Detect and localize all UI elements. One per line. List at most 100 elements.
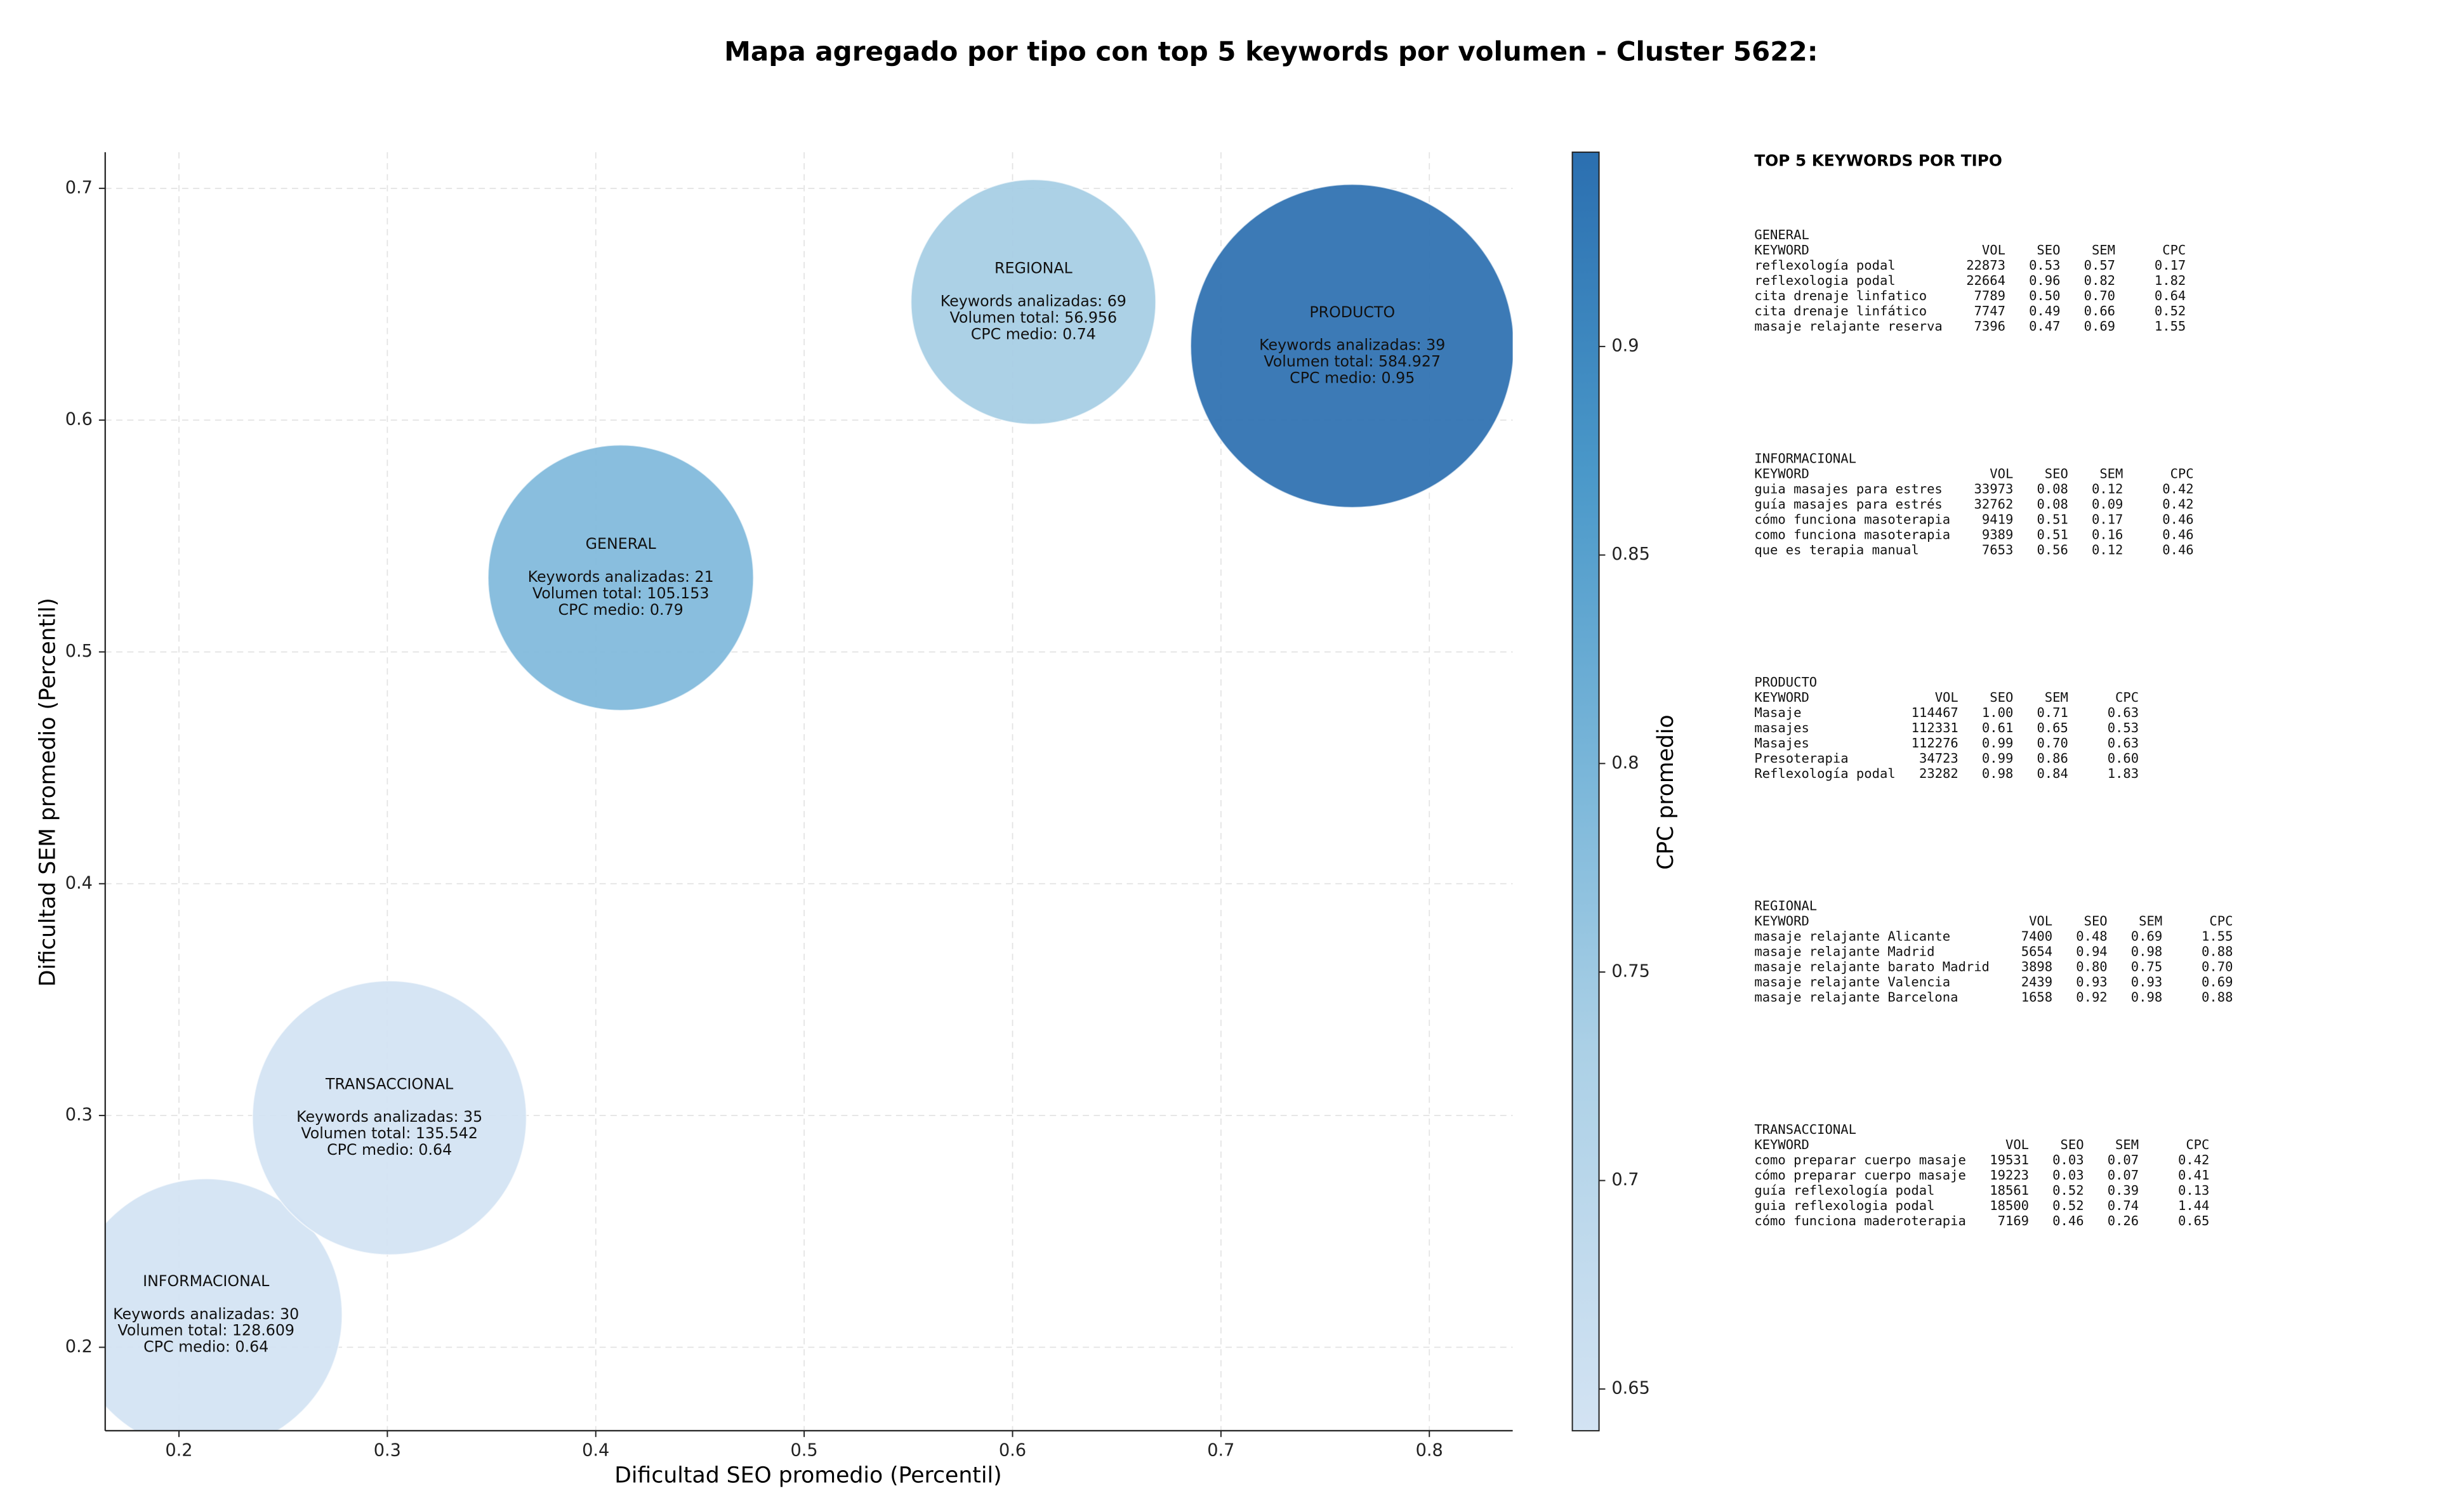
column-header: SEO [2084, 914, 2108, 929]
bubble-annotation: Volumen total: 128.609 [117, 1322, 294, 1339]
table-cell: 0.17 [2155, 258, 2186, 273]
table-cell: 0.03 [2052, 1152, 2084, 1167]
table-cell: 1.82 [2155, 273, 2186, 288]
table-cell: 0.12 [2092, 481, 2123, 496]
table-cell: 32762 [1974, 496, 2014, 511]
table-cell: 0.92 [2076, 990, 2107, 1005]
table-cell: guia masajes para estres [1754, 481, 1942, 496]
column-header: VOL [2005, 1137, 2029, 1152]
table-cell: 0.80 [2076, 959, 2107, 975]
section-title: PRODUCTO [1754, 674, 1817, 690]
table-cell: reflexologia podal [1754, 273, 1895, 288]
bubble-annotation: CPC medio: 0.95 [1290, 369, 1415, 387]
table-cell: 0.56 [2037, 542, 2068, 557]
column-header: VOL [2029, 914, 2052, 929]
table-cell: 0.42 [2162, 481, 2193, 496]
table-cell: 0.99 [1982, 735, 2013, 751]
table-cell: 0.42 [2178, 1152, 2209, 1167]
y-tick-label: 0.4 [65, 873, 93, 893]
table-cell: 0.42 [2162, 496, 2193, 511]
bubble [1190, 183, 1513, 508]
table-cell: 0.65 [2178, 1213, 2209, 1228]
column-header: KEYWORD [1754, 914, 1809, 929]
bubble-annotation: Keywords analizadas: 35 [296, 1108, 482, 1126]
table-cell: guia reflexologia podal [1754, 1198, 1934, 1213]
table-cell: 0.66 [2084, 303, 2115, 319]
table-cell: 0.94 [2076, 944, 2107, 959]
colorbar-label: CPC promedio [1653, 714, 1679, 870]
table-cell: masaje relajante Alicante [1754, 929, 1950, 944]
colorbar-tick-label: 0.85 [1611, 544, 1650, 564]
table-cell: 0.70 [2202, 959, 2233, 975]
colorbar-tick-label: 0.9 [1611, 336, 1639, 356]
colorbar-tick-label: 0.75 [1611, 961, 1650, 981]
table-cell: 0.88 [2202, 944, 2233, 959]
column-header: CPC [2162, 242, 2186, 258]
x-tick-label: 0.3 [374, 1441, 401, 1461]
bubble-annotation: Volumen total: 135.542 [301, 1124, 478, 1142]
table-cell: 34723 [1919, 751, 1958, 766]
table-cell: 0.16 [2092, 527, 2123, 542]
x-tick-label: 0.4 [582, 1441, 609, 1461]
table-cell: 0.51 [2037, 511, 2068, 527]
bubble-annotation: Volumen total: 584.927 [1264, 353, 1441, 371]
table-cell: 7747 [1974, 303, 2005, 319]
table-cell: 0.93 [2076, 975, 2107, 990]
table-cell: 0.57 [2084, 258, 2115, 273]
table-cell: 0.17 [2092, 511, 2123, 527]
y-tick-label: 0.2 [65, 1337, 93, 1357]
bubble-annotation: Volumen total: 56.956 [950, 308, 1118, 326]
table-cell: 0.46 [2162, 511, 2193, 527]
table-cell: masaje relajante reserva [1754, 319, 1942, 334]
bubble-annotation: Keywords analizadas: 21 [528, 568, 714, 586]
table-cell: 0.26 [2108, 1213, 2139, 1228]
table-cell: 0.61 [1982, 720, 2013, 735]
bubble-annotation: CPC medio: 0.74 [971, 325, 1096, 343]
table-cell: 0.63 [2108, 735, 2139, 751]
table-cell: masaje relajante Valencia [1754, 975, 1950, 990]
x-tick-label: 0.5 [790, 1441, 817, 1461]
table-cell: que es terapia manual [1754, 542, 1919, 557]
column-header: VOL [1990, 466, 2013, 481]
table-cell: 0.69 [2131, 929, 2162, 944]
bubble-annotation: Keywords analizadas: 39 [1259, 336, 1445, 354]
colorbar-tick-label: 0.65 [1611, 1379, 1650, 1398]
table-cell: 0.07 [2108, 1167, 2139, 1183]
table-cell: 0.99 [1982, 751, 2013, 766]
bubble-annotation: CPC medio: 0.64 [327, 1141, 452, 1159]
table-cell: 0.52 [2155, 303, 2186, 319]
table-cell: 1.44 [2178, 1198, 2209, 1213]
table-cell: 0.98 [2131, 990, 2162, 1005]
table-cell: 0.13 [2178, 1183, 2209, 1198]
table-cell: Reflexología podal [1754, 766, 1895, 781]
table-cell: 0.60 [2108, 751, 2139, 766]
column-header: SEO [2037, 242, 2060, 258]
table-cell: 0.39 [2108, 1183, 2139, 1198]
table-cell: 0.74 [2108, 1198, 2139, 1213]
table-cell: 0.09 [2092, 496, 2123, 511]
column-header: VOL [1935, 690, 1958, 705]
colorbar-tick-label: 0.8 [1611, 753, 1639, 773]
bubble [910, 178, 1157, 425]
section-title: REGIONAL [1754, 898, 1817, 914]
column-header: CPC [2186, 1137, 2209, 1152]
table-cell: 7396 [1974, 319, 2005, 334]
table-cell: 0.70 [2084, 288, 2115, 303]
x-tick-label: 0.2 [165, 1441, 192, 1461]
table-cell: 1.55 [2202, 929, 2233, 944]
bubble-annotation: CPC medio: 0.79 [558, 601, 684, 619]
bubble-label: REGIONAL [994, 259, 1073, 277]
table-cell: 0.41 [2178, 1167, 2209, 1183]
y-axis-label: Dificultad SEM promedio (Percentil) [36, 598, 61, 987]
table-cell: 112331 [1912, 720, 1958, 735]
table-cell: masaje relajante Madrid [1754, 944, 1934, 959]
column-header: SEO [2061, 1137, 2084, 1152]
bubble-label: TRANSACCIONAL [325, 1075, 454, 1093]
table-cell: 0.65 [2037, 720, 2068, 735]
table-cell: 0.47 [2029, 319, 2060, 334]
table-cell: 0.84 [2037, 766, 2068, 781]
table-cell: 0.86 [2037, 751, 2068, 766]
bubble [487, 444, 755, 711]
table-cell: 0.75 [2131, 959, 2162, 975]
